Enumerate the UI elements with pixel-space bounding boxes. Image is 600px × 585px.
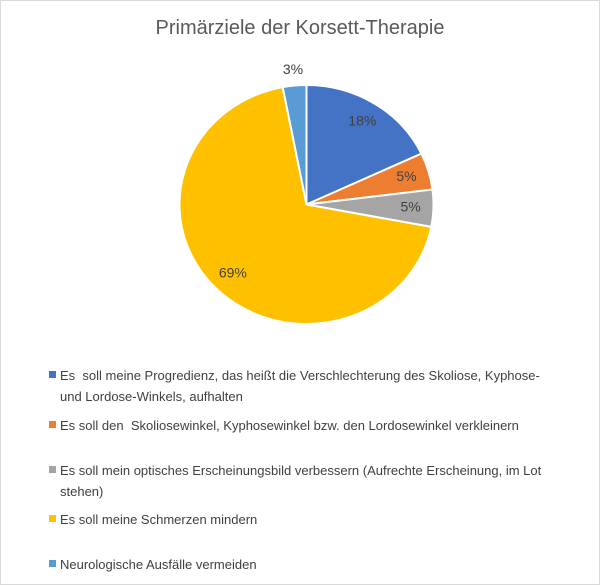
- pie-percent-label-3: 69%: [219, 264, 247, 280]
- pie-slice-3: [178, 85, 433, 325]
- pie-percent-label-2: 5%: [400, 198, 420, 214]
- pie-percent-label-4: 3%: [283, 61, 303, 77]
- chart-title: Primärziele der Korsett-Therapie: [155, 17, 445, 39]
- pie-percent-label-0: 18%: [348, 112, 376, 128]
- pie-percent-label-1: 5%: [396, 168, 416, 184]
- pie-slice-0: [305, 83, 423, 207]
- pie-slice-4: [281, 83, 308, 205]
